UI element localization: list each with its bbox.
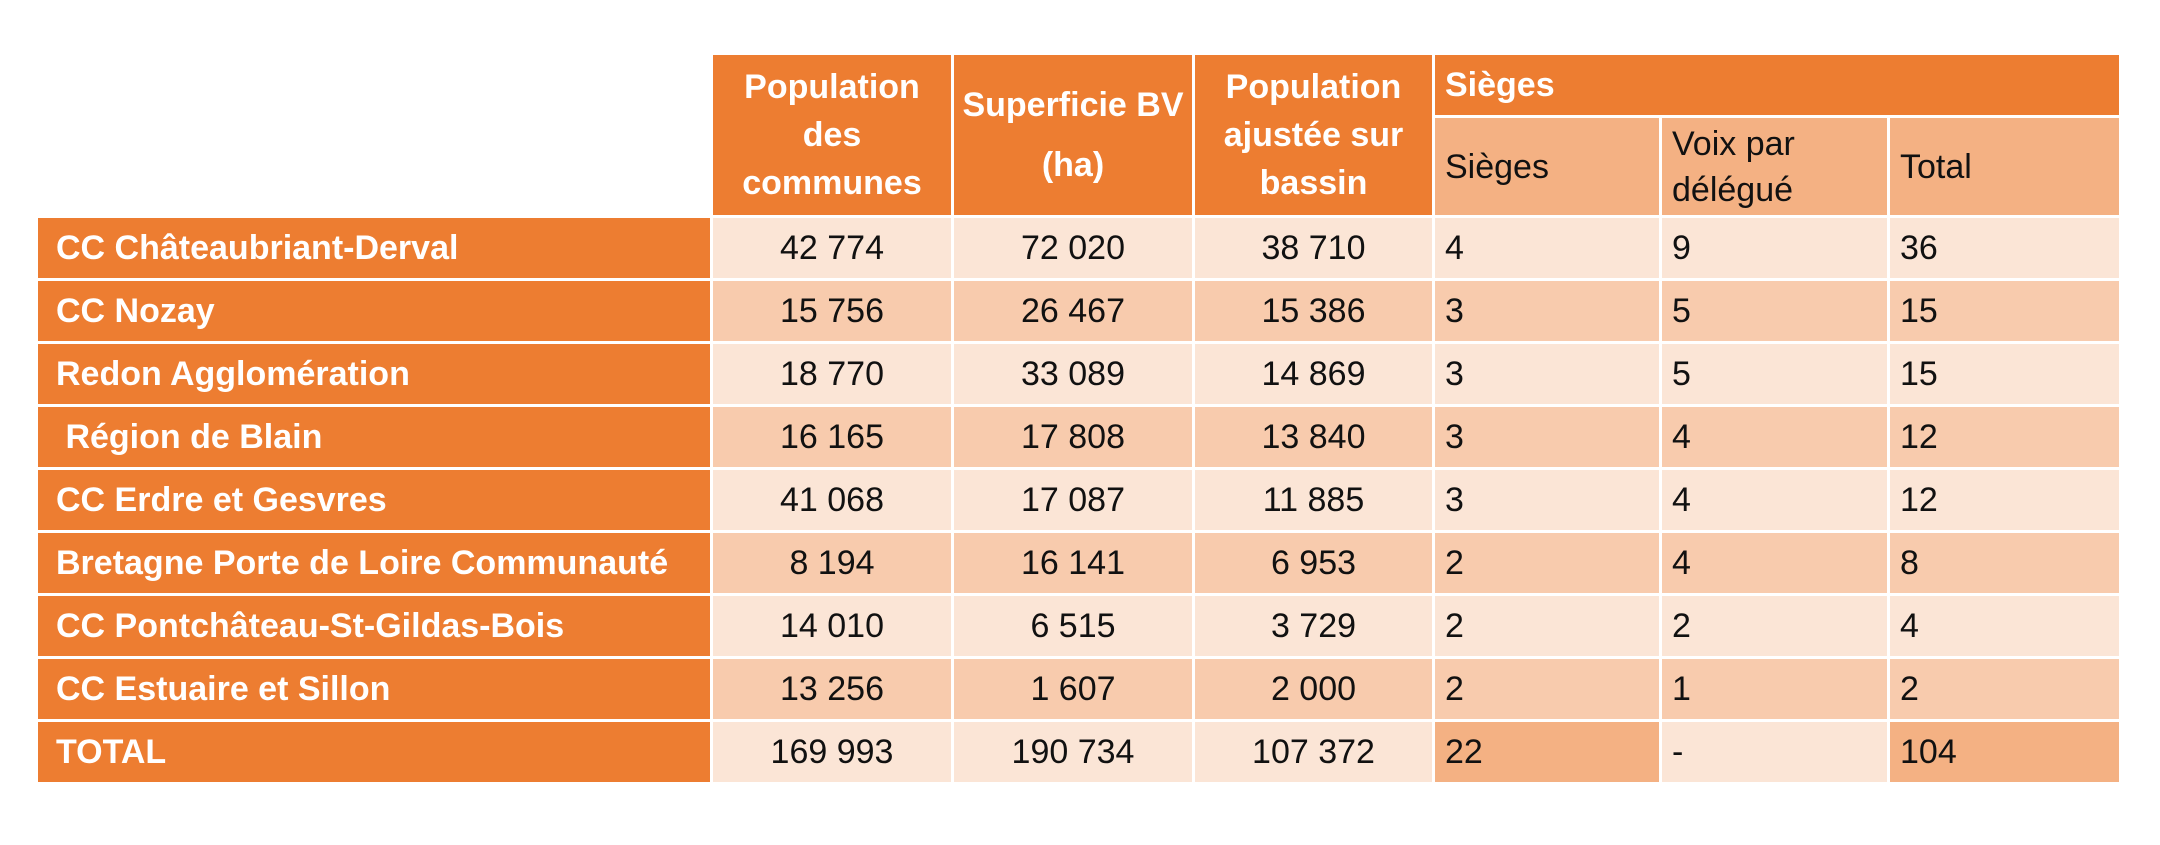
- table-row: CC Estuaire et Sillon 13 256 1 607 2 000…: [38, 659, 2122, 722]
- cell-voix: 5: [1662, 281, 1890, 344]
- cell-sieges: 2: [1435, 533, 1662, 596]
- total-superficie: 190 734: [954, 722, 1195, 785]
- header-superficie-bv-title: Superficie BV: [962, 86, 1184, 124]
- cell-sieges: 3: [1435, 470, 1662, 533]
- header-sieges-group: Sièges: [1435, 55, 2122, 118]
- cell-pop-ajustee: 15 386: [1195, 281, 1435, 344]
- cell-voix: 9: [1662, 218, 1890, 281]
- cell-pop-ajustee: 6 953: [1195, 533, 1435, 596]
- cell-population: 13 256: [713, 659, 954, 722]
- cell-sieges: 2: [1435, 596, 1662, 659]
- cell-total: 4: [1890, 596, 2122, 659]
- row-label: Région de Blain: [38, 407, 713, 470]
- row-label: CC Nozay: [38, 281, 713, 344]
- cell-voix: 2: [1662, 596, 1890, 659]
- header-superficie-bv: Superficie BV (ha): [954, 55, 1195, 218]
- cell-voix: 4: [1662, 407, 1890, 470]
- cell-total: 12: [1890, 470, 2122, 533]
- table-row: CC Pontchâteau-St-Gildas-Bois 14 010 6 5…: [38, 596, 2122, 659]
- cell-population: 16 165: [713, 407, 954, 470]
- header-population-communes: Population des communes: [713, 55, 954, 218]
- cell-total: 2: [1890, 659, 2122, 722]
- total-label: TOTAL: [38, 722, 713, 785]
- total-sieges: 22: [1435, 722, 1662, 785]
- cell-sieges: 2: [1435, 659, 1662, 722]
- cell-total: 15: [1890, 281, 2122, 344]
- cell-population: 41 068: [713, 470, 954, 533]
- row-label: CC Estuaire et Sillon: [38, 659, 713, 722]
- cell-superficie: 6 515: [954, 596, 1195, 659]
- cell-pop-ajustee: 13 840: [1195, 407, 1435, 470]
- sieges-table: Population des communes Superficie BV (h…: [38, 55, 2122, 785]
- row-label: CC Pontchâteau-St-Gildas-Bois: [38, 596, 713, 659]
- row-label: CC Châteaubriant-Derval: [38, 218, 713, 281]
- table-row: CC Châteaubriant-Derval 42 774 72 020 38…: [38, 218, 2122, 281]
- cell-population: 42 774: [713, 218, 954, 281]
- table-corner: [38, 55, 713, 218]
- total-population: 169 993: [713, 722, 954, 785]
- cell-total: 8: [1890, 533, 2122, 596]
- cell-population: 8 194: [713, 533, 954, 596]
- cell-total: 15: [1890, 344, 2122, 407]
- cell-pop-ajustee: 14 869: [1195, 344, 1435, 407]
- total-row: TOTAL 169 993 190 734 107 372 22 - 104: [38, 722, 2122, 785]
- cell-superficie: 33 089: [954, 344, 1195, 407]
- cell-sieges: 3: [1435, 281, 1662, 344]
- cell-sieges: 3: [1435, 407, 1662, 470]
- cell-pop-ajustee: 38 710: [1195, 218, 1435, 281]
- cell-superficie: 1 607: [954, 659, 1195, 722]
- cell-voix: 1: [1662, 659, 1890, 722]
- total-pop-ajustee: 107 372: [1195, 722, 1435, 785]
- total-voix: -: [1662, 722, 1890, 785]
- cell-superficie: 26 467: [954, 281, 1195, 344]
- cell-superficie: 16 141: [954, 533, 1195, 596]
- table-row: Bretagne Porte de Loire Communauté 8 194…: [38, 533, 2122, 596]
- subheader-total: Total: [1890, 118, 2122, 218]
- cell-superficie: 17 087: [954, 470, 1195, 533]
- row-label: Bretagne Porte de Loire Communauté: [38, 533, 713, 596]
- cell-superficie: 17 808: [954, 407, 1195, 470]
- cell-superficie: 72 020: [954, 218, 1195, 281]
- total-total: 104: [1890, 722, 2122, 785]
- subheader-voix-par-delegue: Voix par délégué: [1662, 118, 1890, 218]
- header-superficie-bv-unit: (ha): [1041, 146, 1105, 184]
- header-population-ajustee: Population ajustée sur bassin: [1195, 55, 1435, 218]
- table-row: CC Nozay 15 756 26 467 15 386 3 5 15: [38, 281, 2122, 344]
- cell-total: 12: [1890, 407, 2122, 470]
- row-label: Redon Agglomération: [38, 344, 713, 407]
- subheader-sieges: Sièges: [1435, 118, 1662, 218]
- cell-pop-ajustee: 3 729: [1195, 596, 1435, 659]
- table-row: Région de Blain 16 165 17 808 13 840 3 4…: [38, 407, 2122, 470]
- cell-voix: 4: [1662, 533, 1890, 596]
- cell-voix: 5: [1662, 344, 1890, 407]
- cell-pop-ajustee: 11 885: [1195, 470, 1435, 533]
- cell-population: 18 770: [713, 344, 954, 407]
- cell-sieges: 3: [1435, 344, 1662, 407]
- cell-total: 36: [1890, 218, 2122, 281]
- cell-population: 14 010: [713, 596, 954, 659]
- cell-pop-ajustee: 2 000: [1195, 659, 1435, 722]
- table-row: Redon Agglomération 18 770 33 089 14 869…: [38, 344, 2122, 407]
- row-label: CC Erdre et Gesvres: [38, 470, 713, 533]
- cell-population: 15 756: [713, 281, 954, 344]
- cell-voix: 4: [1662, 470, 1890, 533]
- cell-sieges: 4: [1435, 218, 1662, 281]
- table-row: CC Erdre et Gesvres 41 068 17 087 11 885…: [38, 470, 2122, 533]
